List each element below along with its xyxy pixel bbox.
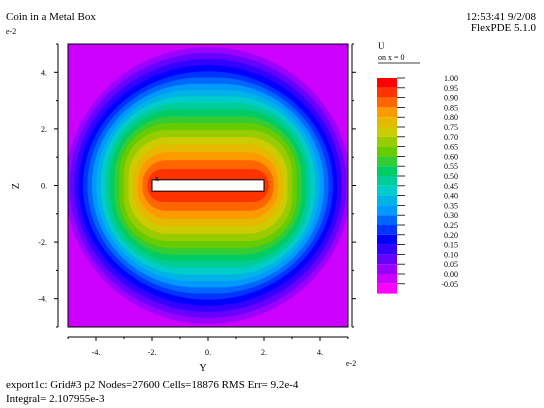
legend-swatch xyxy=(377,185,397,196)
legend-swatch xyxy=(377,254,397,265)
legend-swatch xyxy=(377,107,397,118)
timestamp: 12:53:41 9/2/08 xyxy=(466,11,536,23)
x-axis-label: Y xyxy=(199,363,206,374)
x-tick-label: 0. xyxy=(205,348,211,357)
y-ticks: 4. 2. 0. -2. -4. xyxy=(38,43,356,328)
legend-swatch xyxy=(377,78,397,88)
legend-label: 0.60 xyxy=(444,152,458,161)
legend-swatch xyxy=(377,176,397,186)
legend-label: 0.00 xyxy=(444,270,458,279)
y-tick-label: 4. xyxy=(41,68,47,77)
legend-swatch xyxy=(377,166,397,176)
coin-region xyxy=(151,179,265,192)
y-axis-label: Z xyxy=(11,183,22,189)
chart-title: Coin in a Metal Box xyxy=(6,11,96,23)
legend-label: 0.45 xyxy=(444,182,458,191)
legend-label: 0.75 xyxy=(444,123,458,132)
contour-field xyxy=(68,44,348,327)
legend-swatch xyxy=(377,225,397,235)
legend-swatch xyxy=(377,264,397,274)
x-ticks: -4. -2. 0. 2. 4. xyxy=(67,337,349,357)
legend-label: 0.55 xyxy=(444,162,458,171)
legend-swatch xyxy=(377,234,397,245)
legend-label: 0.80 xyxy=(444,113,458,122)
legend-label: 0.05 xyxy=(444,260,458,269)
legend-swatch xyxy=(377,274,397,284)
legend-swatch xyxy=(377,283,397,294)
legend-label: 0.90 xyxy=(444,94,458,103)
legend-swatch xyxy=(377,117,397,127)
origin-marker: x xyxy=(155,174,159,183)
legend-label: 0.65 xyxy=(444,143,458,152)
legend-variable: U xyxy=(378,41,385,51)
legend-label: 0.85 xyxy=(444,103,458,112)
legend-label: 0.25 xyxy=(444,221,458,230)
legend-swatch xyxy=(377,205,397,216)
legend-swatch xyxy=(377,136,397,147)
software-version: FlexPDE 5.1.0 xyxy=(471,22,537,34)
legend-swatch xyxy=(377,244,397,255)
legend-swatch xyxy=(377,146,397,157)
x-tick-label: -4. xyxy=(92,348,101,357)
x-tick-label: 2. xyxy=(261,348,267,357)
legend-label: 0.10 xyxy=(444,250,458,259)
legend-swatch xyxy=(377,127,397,137)
y-tick-label: 2. xyxy=(41,125,47,134)
legend-label: 0.50 xyxy=(444,172,458,181)
legend-label: 0.35 xyxy=(444,201,458,210)
legend-swatch xyxy=(377,195,397,206)
legend-label: 0.15 xyxy=(444,241,458,250)
legend-swatch xyxy=(377,97,397,108)
integral-value: Integral= 2.107955e-3 xyxy=(6,393,105,405)
y-tick-label: -2. xyxy=(38,238,47,247)
legend-label: 0.30 xyxy=(444,211,458,220)
legend-swatch xyxy=(377,87,397,98)
grid-stats: export1c: Grid#3 p2 Nodes=27600 Cells=18… xyxy=(6,379,299,391)
y-scale-label: e-2 xyxy=(6,27,16,36)
legend-swatch xyxy=(377,156,397,167)
y-tick-label: -4. xyxy=(38,295,47,304)
legend-label: 0.20 xyxy=(444,231,458,240)
x-tick-label: -2. xyxy=(148,348,157,357)
y-tick-label: 0. xyxy=(41,182,47,191)
legend-label: 0.40 xyxy=(444,192,458,201)
color-legend: 1.000.950.900.850.800.750.700.650.600.55… xyxy=(377,74,458,294)
legend-subtitle: on x = 0 xyxy=(378,53,405,62)
legend-label: 0.95 xyxy=(444,84,458,93)
x-tick-label: 4. xyxy=(317,348,323,357)
plot-frame xyxy=(67,43,349,328)
legend-label: 0.70 xyxy=(444,133,458,142)
legend-label: -0.05 xyxy=(441,280,458,289)
legend-swatch xyxy=(377,215,397,225)
x-scale-label: e-2 xyxy=(346,359,356,368)
legend-label: 1.00 xyxy=(444,74,458,83)
